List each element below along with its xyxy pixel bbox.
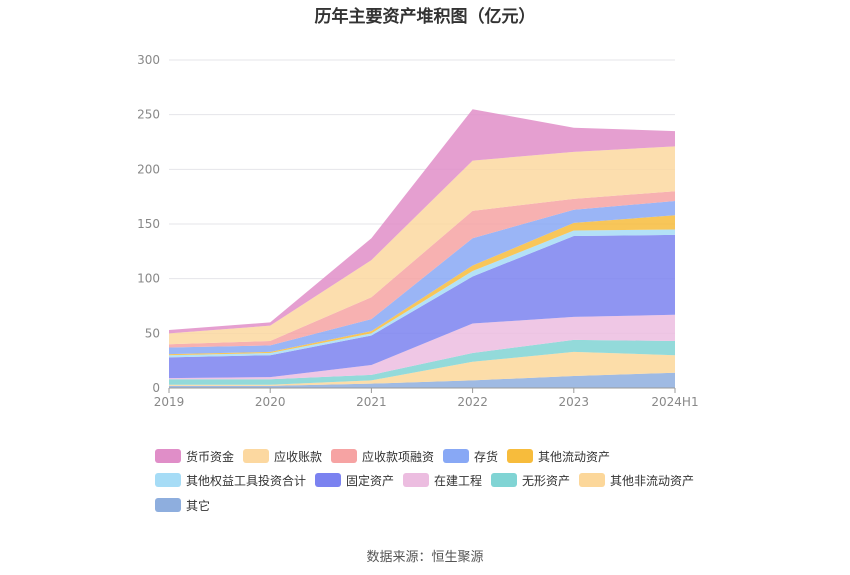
area-货币资金[interactable] — [169, 109, 675, 334]
y-tick-label: 150 — [137, 217, 160, 231]
legend-item-fei-liudong[interactable]: 其他非流动资产 — [579, 472, 694, 488]
x-tick-label: 2022 — [457, 395, 488, 409]
legend-label: 在建工程 — [434, 473, 483, 488]
area-应收款项融资[interactable] — [169, 191, 675, 348]
legend-swatch — [579, 473, 605, 487]
legend-label: 其他流动资产 — [538, 449, 611, 464]
y-tick-label: 50 — [145, 326, 160, 340]
legend-label: 应收款项融资 — [362, 449, 435, 464]
axes: 0 50 100 150 200 250 300 2019 2020 2021 2022 2023 20… — [137, 53, 699, 409]
legend-item-zaijian[interactable]: 在建工程 — [403, 472, 482, 488]
legend-item-huobi[interactable]: 货币资金 — [155, 448, 234, 464]
x-tick-label: 2024H1 — [651, 395, 698, 409]
y-tick-label: 300 — [137, 53, 160, 67]
legend-item-rongzi[interactable]: 应收款项融资 — [331, 448, 434, 464]
legend-label: 存货 — [474, 449, 499, 464]
legend-swatch — [155, 498, 181, 512]
legend-item-quanyi[interactable]: 其他权益工具投资合计 — [155, 472, 306, 488]
legend-swatch — [491, 473, 517, 487]
y-tick-label: 250 — [137, 108, 160, 122]
legend-swatch — [403, 473, 429, 487]
legend-item-qita-liudong[interactable]: 其他流动资产 — [507, 448, 610, 464]
legend-label: 货币资金 — [186, 449, 235, 464]
x-tick-label: 2021 — [356, 395, 387, 409]
chart-title: 历年主要资产堆积图（亿元） — [314, 7, 536, 27]
legend-swatch — [243, 449, 269, 463]
legend-item-yingshou[interactable]: 应收账款 — [243, 448, 322, 464]
area-应收账款[interactable] — [169, 146, 675, 345]
y-tick-label: 200 — [137, 162, 160, 176]
y-tick-label: 100 — [137, 272, 160, 286]
area-其它[interactable] — [169, 372, 675, 388]
legend-label: 其他非流动资产 — [610, 473, 695, 488]
area-其他流动资产[interactable] — [169, 215, 675, 356]
data-source: 数据来源：恒生聚源 — [366, 550, 484, 565]
area-其他非流动资产[interactable] — [169, 351, 675, 386]
legend-swatch — [443, 449, 469, 463]
legend-item-guding[interactable]: 固定资产 — [315, 472, 394, 488]
x-tick-label: 2023 — [559, 395, 590, 409]
legend-item-wuxing[interactable]: 无形资产 — [491, 472, 570, 488]
y-tick-label: 0 — [152, 381, 160, 395]
legend-label: 应收账款 — [274, 449, 323, 464]
legend-label: 无形资产 — [522, 473, 571, 488]
x-tick-label: 2019 — [154, 395, 185, 409]
legend-swatch — [155, 449, 181, 463]
legend-label: 其它 — [186, 498, 211, 513]
legend-label: 固定资产 — [346, 473, 395, 488]
legend-item-cunhuo[interactable]: 存货 — [443, 448, 498, 464]
area-无形资产[interactable] — [169, 339, 675, 385]
legend-label: 其他权益工具投资合计 — [186, 473, 307, 488]
legend-swatch — [507, 449, 533, 463]
stacked-area-chart: 0 50 100 150 200 250 300 2019 2020 2021 2022 2023 20… — [137, 53, 699, 409]
area-在建工程[interactable] — [169, 314, 675, 380]
x-tick-label: 2020 — [255, 395, 286, 409]
legend-swatch — [155, 473, 181, 487]
legend-swatch — [331, 449, 357, 463]
area-series — [169, 109, 675, 388]
legend-swatch — [315, 473, 341, 487]
legend-item-qita[interactable]: 其它 — [155, 497, 210, 513]
area-存货[interactable] — [169, 201, 675, 355]
area-固定资产[interactable] — [169, 234, 675, 379]
